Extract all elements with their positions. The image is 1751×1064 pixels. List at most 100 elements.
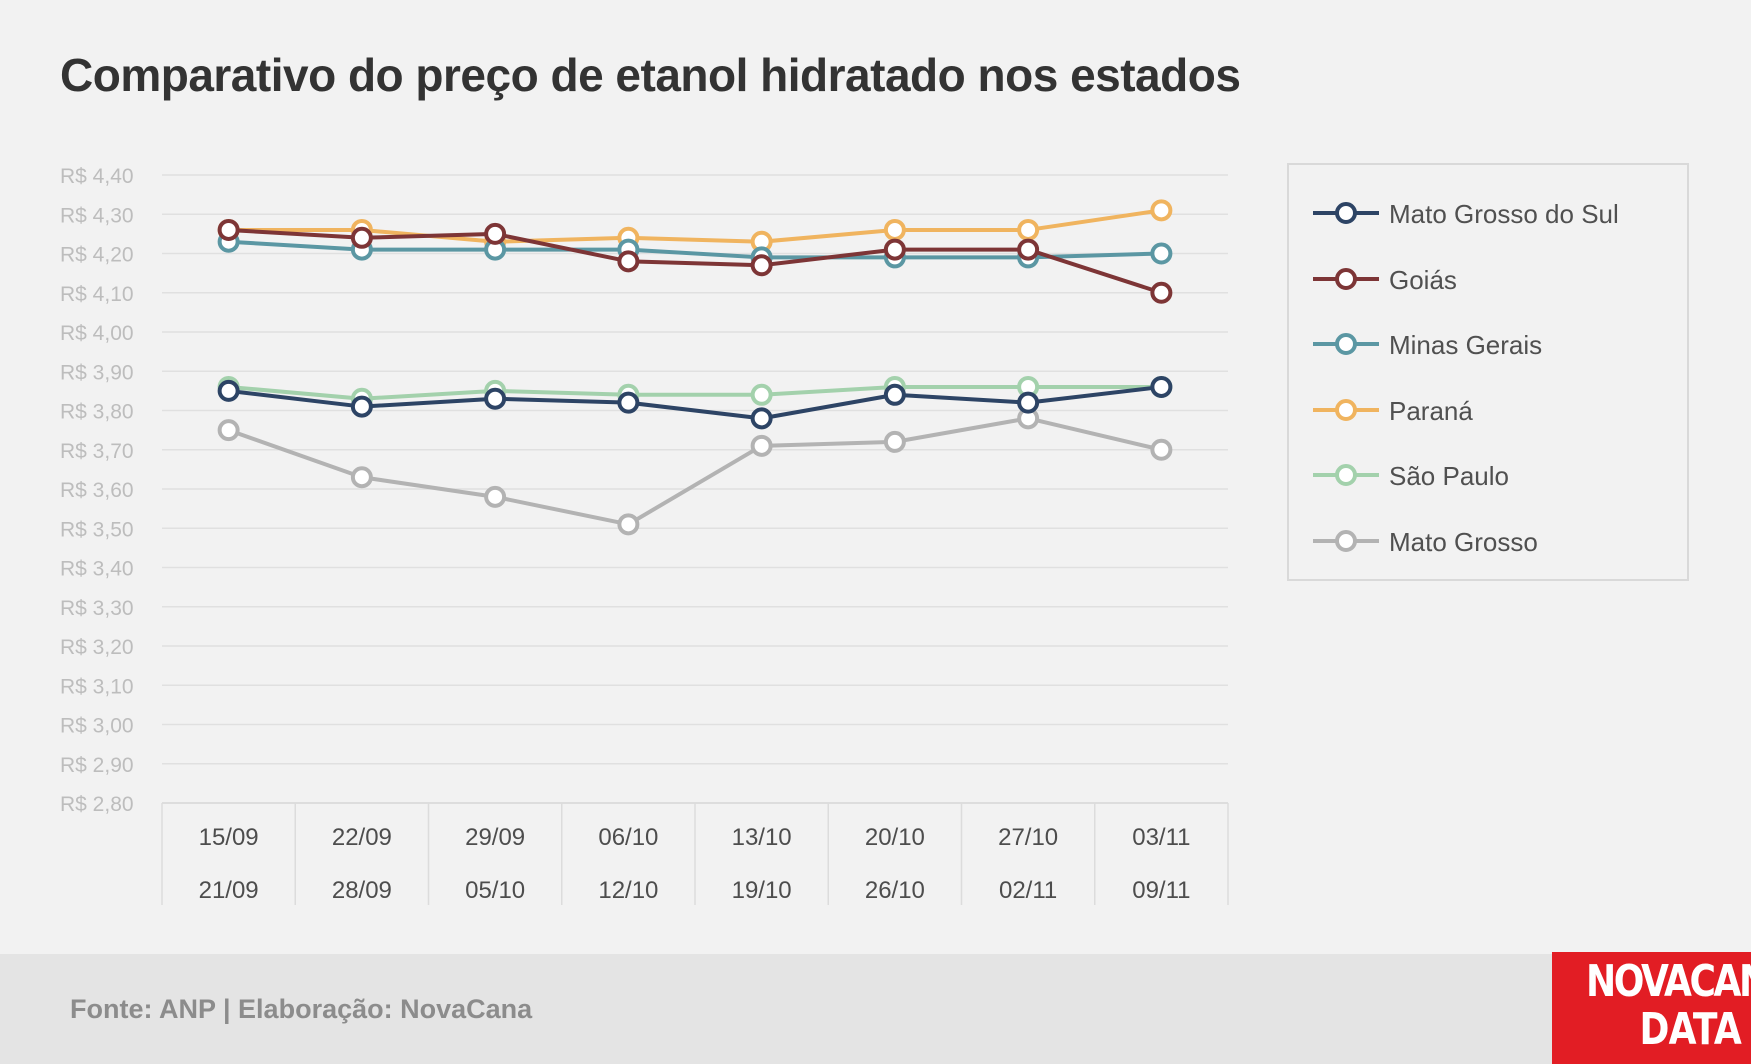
legend-label: Paraná: [1389, 395, 1473, 426]
x-tick-label-start: 20/10: [865, 824, 925, 851]
series-mato-grosso-do-sul: [217, 375, 1173, 430]
y-tick-label: R$ 3,00: [60, 715, 134, 738]
x-tick-label-end: 09/11: [1132, 877, 1190, 904]
data-point: [217, 218, 240, 241]
data-point: [883, 383, 906, 406]
legend-label: Minas Gerais: [1389, 330, 1543, 360]
data-point: [750, 407, 773, 430]
y-tick-label: R$ 4,40: [60, 165, 134, 188]
y-tick-label: R$ 2,90: [60, 754, 134, 777]
legend: Mato Grosso do Sul Goiás Minas Gerais Paran…: [1287, 163, 1689, 581]
y-tick-label: R$ 2,80: [60, 793, 134, 816]
data-point: [484, 222, 507, 245]
series-line: [228, 208, 1162, 244]
data-point: [1017, 218, 1040, 241]
y-tick-label: R$ 4,00: [60, 322, 134, 345]
legend-swatch: [1313, 333, 1379, 355]
data-point: [750, 383, 773, 406]
y-tick-label: R$ 3,80: [60, 401, 134, 424]
x-tick-label-end: 21/09: [199, 877, 259, 904]
logo-line-1: NOVACANA: [1586, 956, 1751, 1007]
legend-label: Mato Grosso: [1389, 526, 1538, 557]
series-mato-grosso: [217, 407, 1173, 536]
data-point: [1150, 281, 1173, 304]
y-tick-label: R$ 3,10: [60, 675, 134, 698]
series-layer: [217, 199, 1173, 536]
y-tick-label: R$ 4,10: [60, 283, 134, 306]
legend-swatch: [1313, 202, 1379, 224]
legend-swatch: [1313, 529, 1379, 552]
series-line: [228, 384, 1162, 401]
logo-line-2: DATA: [1639, 1004, 1741, 1055]
y-axis-ticks: R$ 4,40 R$ 4,30 R$ 4,20 R$ 4,10 R$ 4,00 R$ 3,…: [60, 165, 134, 816]
series-line: [228, 239, 1162, 260]
x-tick-label-end: 05/10: [465, 877, 525, 904]
data-point: [217, 379, 240, 402]
x-tick-label-end: 02/11: [999, 877, 1057, 904]
data-point: [617, 513, 640, 536]
x-tick-label-end: 19/10: [732, 877, 792, 904]
data-point: [750, 254, 773, 277]
x-tick-label-start: 15/09: [199, 824, 259, 851]
data-point: [1150, 375, 1173, 398]
data-point: [883, 430, 906, 453]
y-tick-label: R$ 3,60: [60, 479, 134, 502]
legend-swatch: [1313, 464, 1379, 486]
y-tick-label: R$ 3,40: [60, 558, 134, 581]
legend-item: São Paulo: [1311, 455, 1681, 495]
legend-swatch-marker: [1335, 398, 1357, 421]
series-line: [228, 227, 1162, 295]
legend-swatch-marker: [1335, 333, 1357, 355]
data-point: [1017, 391, 1040, 414]
legend-item: Mato Grosso: [1311, 521, 1681, 561]
x-tick-label-end: 28/09: [332, 877, 392, 904]
data-point: [1017, 238, 1040, 261]
y-tick-label: R$ 3,50: [60, 518, 134, 541]
x-tick-label-start: 27/10: [998, 824, 1058, 851]
y-tick-label: R$ 4,30: [60, 204, 134, 227]
data-point: [350, 395, 373, 418]
data-point: [883, 218, 906, 241]
legend-item: Minas Gerais: [1311, 324, 1681, 364]
data-point: [484, 485, 507, 508]
y-tick-label: R$ 3,70: [60, 440, 134, 463]
line-chart: R$ 4,40 R$ 4,30 R$ 4,20 R$ 4,10 R$ 4,00 R$ 3,…: [60, 165, 1229, 905]
data-point: [217, 419, 240, 442]
data-point: [883, 238, 906, 261]
x-axis-ticks: 15/09 21/09 22/09 28/09 29/09 05/10 06/10 12/10…: [199, 824, 1191, 904]
legend-swatch: [1313, 398, 1379, 421]
legend-swatch-marker: [1335, 267, 1357, 290]
y-tick-label: R$ 4,20: [60, 244, 134, 267]
x-tick-label-start: 03/11: [1132, 824, 1190, 851]
legend-label: Mato Grosso do Sul: [1389, 199, 1619, 229]
data-point: [1150, 199, 1173, 222]
data-point: [1150, 242, 1173, 265]
data-point: [750, 434, 773, 457]
source-note: Fonte: ANP | Elaboração: NovaCana: [70, 994, 533, 1024]
chart-title: Comparativo do preço de etanol hidratado…: [60, 49, 1241, 101]
y-tick-label: R$ 3,90: [60, 361, 134, 384]
series-goias: [217, 218, 1173, 304]
data-point: [484, 387, 507, 410]
grid-layer: [161, 174, 1229, 905]
novacana-data-logo: NOVACANA DATA: [1552, 952, 1751, 1064]
data-point: [617, 391, 640, 414]
y-tick-label: R$ 3,20: [60, 636, 134, 659]
legend-swatch-marker: [1335, 202, 1357, 224]
x-tick-label-start: 06/10: [598, 824, 658, 851]
data-point: [1150, 438, 1173, 461]
legend-swatch-marker: [1335, 529, 1357, 552]
legend-swatch: [1313, 267, 1379, 290]
x-tick-label-start: 29/09: [465, 824, 525, 851]
series-line: [228, 384, 1162, 421]
x-tick-label-start: 13/10: [732, 824, 792, 851]
legend-item: Goiás: [1311, 259, 1681, 299]
legend-item: Paraná: [1311, 390, 1681, 430]
legend-item: Mato Grosso do Sul: [1311, 193, 1681, 233]
x-tick-label-start: 22/09: [332, 824, 392, 851]
x-tick-label-end: 12/10: [598, 877, 658, 904]
data-point: [350, 466, 373, 489]
data-point: [350, 226, 373, 249]
series-line: [227, 416, 1162, 527]
legend-swatch-marker: [1335, 464, 1357, 486]
